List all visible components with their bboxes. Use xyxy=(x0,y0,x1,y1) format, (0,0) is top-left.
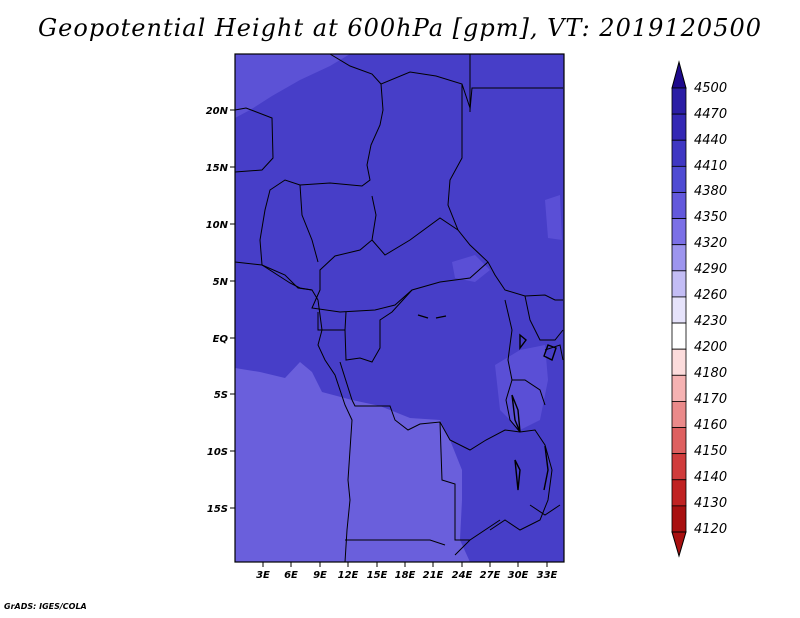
lat-label-15n: 15N xyxy=(206,163,229,174)
lat-axis: 20N 15N 10N 5N EQ 5S 10S 15S xyxy=(206,106,235,515)
colorbar-label-4150: 4150 xyxy=(694,444,727,459)
field-ne-pocket xyxy=(545,195,562,240)
field-southwest-light xyxy=(235,362,470,562)
lon-label-30e: 30E xyxy=(508,570,529,581)
colorbar-label-4410: 4410 xyxy=(694,159,727,174)
field-northwest-light xyxy=(235,54,350,118)
colorbar-segment xyxy=(671,453,687,481)
colorbar-label-4440: 4440 xyxy=(694,133,727,148)
grads-credit: GrADS: IGES/COLA xyxy=(4,602,87,611)
colorbar-segment xyxy=(671,87,687,115)
colorbar-label-4130: 4130 xyxy=(694,496,727,511)
lon-label-18e: 18E xyxy=(395,570,416,581)
colorbar-label-4120: 4120 xyxy=(694,522,727,537)
colorbar-bottom-triangle xyxy=(671,531,687,558)
height-field xyxy=(235,54,564,562)
colorbar-segment xyxy=(671,139,687,167)
lon-label-21e: 21E xyxy=(423,570,444,581)
colorbar-label-4350: 4350 xyxy=(694,210,727,225)
map-title: Geopotential Height at 600hPa [gpm], VT:… xyxy=(38,14,762,42)
lat-label-eq: EQ xyxy=(213,334,229,345)
lat-label-15s: 15S xyxy=(207,504,228,515)
colorbar-segment xyxy=(671,401,687,428)
lat-label-10s: 10S xyxy=(207,447,228,458)
colorbar-segment xyxy=(671,505,687,533)
colorbar-segment xyxy=(671,244,687,272)
colorbar-segment xyxy=(671,479,687,507)
colorbar-segment xyxy=(671,192,687,219)
colorbar-label-4500: 4500 xyxy=(694,81,727,96)
lon-label-3e: 3E xyxy=(256,570,270,581)
lon-label-12e: 12E xyxy=(338,570,359,581)
lakes xyxy=(417,314,557,491)
colorbar-segment xyxy=(671,296,687,324)
colorbar-segment xyxy=(671,218,687,246)
lon-label-27e: 27E xyxy=(480,570,501,581)
colorbar-segment xyxy=(671,348,687,376)
colorbar-segment xyxy=(671,165,687,193)
lon-label-6e: 6E xyxy=(284,570,298,581)
lat-label-10n: 10N xyxy=(206,220,229,231)
lon-axis: 3E 6E 9E 12E 15E 18E 21E 24E 27E 30E 33E xyxy=(256,562,558,581)
lon-label-33e: 33E xyxy=(537,570,558,581)
lat-label-20n: 20N xyxy=(206,106,229,117)
colorbar-label-4140: 4140 xyxy=(694,470,727,485)
colorbar-label-4180: 4180 xyxy=(694,366,727,381)
colorbar-label-4380: 4380 xyxy=(694,184,727,199)
colorbar-segment xyxy=(671,270,687,298)
lat-label-5n: 5N xyxy=(213,277,229,288)
map-frame xyxy=(234,53,565,563)
colorbar-label-4260: 4260 xyxy=(694,288,727,303)
colorbar-label-4230: 4230 xyxy=(694,314,727,329)
colorbar-segment xyxy=(671,113,687,141)
colorbar-segment xyxy=(671,374,687,402)
field-north-pocket xyxy=(452,255,490,282)
colorbar-labels: 4500 4470 4440 4410 4380 4350 4320 4290 … xyxy=(694,81,727,537)
lon-label-24e: 24E xyxy=(452,570,473,581)
colorbar: 4500 4470 4440 4410 4380 4350 4320 4290 … xyxy=(671,60,727,558)
colorbar-segment xyxy=(671,427,687,455)
colorbar-top-triangle xyxy=(671,60,687,89)
coastline xyxy=(234,261,353,563)
colorbar-label-4170: 4170 xyxy=(694,392,727,407)
lon-label-15e: 15E xyxy=(367,570,388,581)
colorbar-segment xyxy=(671,322,687,350)
lon-label-9e: 9E xyxy=(313,570,327,581)
lat-label-5s: 5S xyxy=(214,390,228,401)
colorbar-label-4320: 4320 xyxy=(694,236,727,251)
colorbar-label-4200: 4200 xyxy=(694,340,727,355)
colorbar-label-4160: 4160 xyxy=(694,418,727,433)
colorbar-label-4470: 4470 xyxy=(694,107,727,122)
colorbar-segments xyxy=(671,87,687,533)
colorbar-label-4290: 4290 xyxy=(694,262,727,277)
